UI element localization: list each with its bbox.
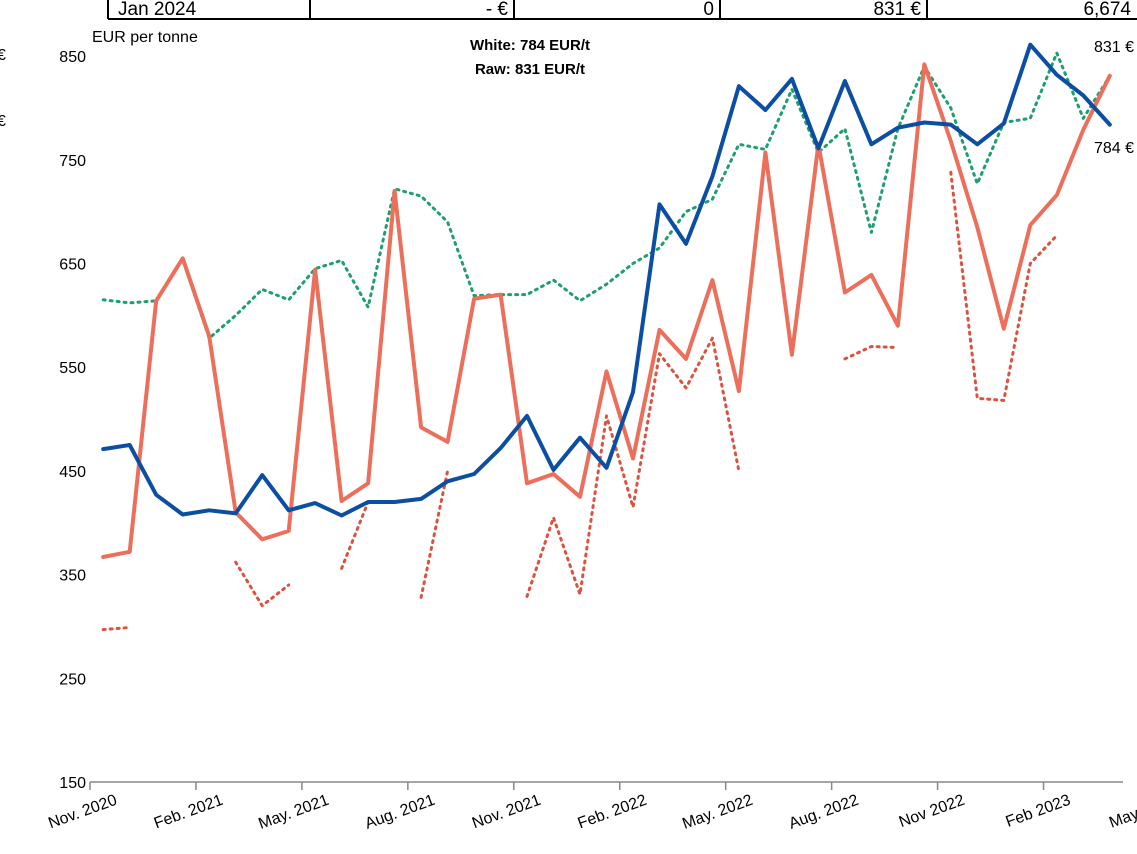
table-cell: 6,674 [1083, 0, 1131, 20]
edge-mark: € [0, 113, 6, 130]
line [101, 62, 1112, 559]
y-axis-label: EUR per tonne [92, 29, 198, 46]
x-tick-label: Feb. 2021 [152, 792, 226, 833]
edge-mark: € [0, 47, 6, 64]
dotted-line [101, 51, 1112, 340]
x-tick-label: Aug. 2021 [363, 792, 437, 833]
y-tick-label: 650 [59, 257, 86, 274]
x-tick-label: Nov. 2021 [470, 792, 543, 833]
table-cell: 831 € [873, 0, 921, 20]
table-cell: Jan 2024 [118, 0, 197, 20]
y-tick-label: 850 [59, 49, 86, 66]
end-label: 831 € [1094, 39, 1134, 56]
x-tick-label: May 2023 [1107, 792, 1137, 832]
line [101, 42, 1112, 518]
x-tick-label: Nov 2022 [897, 792, 967, 831]
table-cell: 0 [703, 0, 714, 20]
annotation: White: 784 EUR/t [470, 37, 590, 54]
dotted-line [101, 170, 1059, 632]
y-tick-label: 450 [59, 464, 86, 481]
table-cell: - € [486, 0, 509, 20]
x-tick-label: Feb. 2022 [576, 792, 650, 833]
x-tick-label: May. 2021 [256, 792, 331, 833]
y-tick-label: 550 [59, 360, 86, 377]
y-tick-label: 750 [59, 153, 86, 170]
y-tick-label: 350 [59, 568, 86, 585]
y-tick-label: 250 [59, 671, 86, 688]
x-tick-label: Nov. 2020 [46, 792, 119, 833]
x-tick-label: Aug. 2022 [787, 792, 861, 833]
end-label: 784 € [1094, 140, 1134, 157]
x-tick-label: Feb 2023 [1004, 792, 1073, 831]
y-tick-label: 150 [59, 775, 86, 792]
x-tick-label: May. 2022 [680, 792, 755, 833]
annotation: Raw: 831 EUR/t [475, 61, 585, 78]
